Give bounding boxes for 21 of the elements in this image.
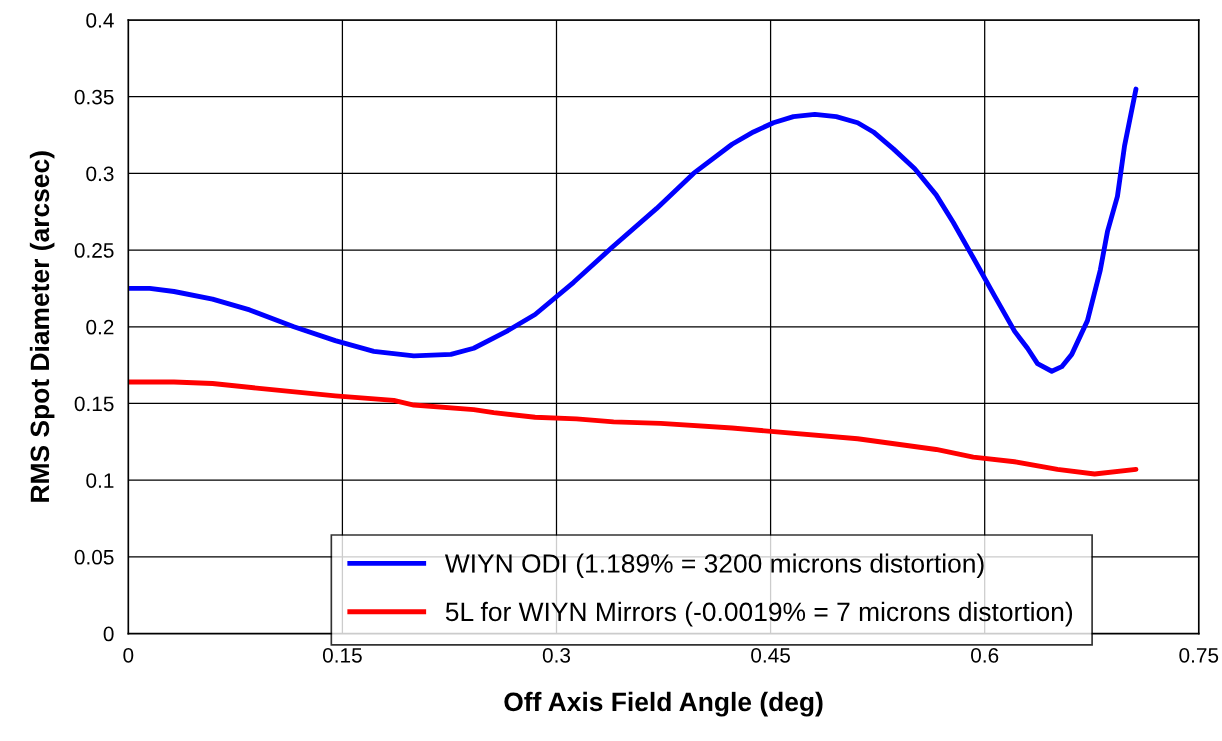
y-tick-label: 0 bbox=[103, 626, 114, 642]
x-tick-label: 0.15 bbox=[322, 647, 362, 663]
y-tick-label: 0.1 bbox=[86, 473, 114, 488]
y-tick-label: 0.2 bbox=[86, 319, 114, 335]
legend-label: 5L for WIYN Mirrors (-0.0019% = 7 microns distortion) bbox=[445, 601, 1073, 627]
x-tick-label: 0.6 bbox=[971, 647, 999, 663]
y-axis-title: RMS Spot Diameter (arcsec) bbox=[29, 151, 55, 502]
legend-label: WIYN ODI (1.189% = 3200 microns distortion) bbox=[444, 553, 984, 579]
y-tick-label: 0.05 bbox=[74, 549, 114, 565]
y-tick-label: 0.15 bbox=[74, 396, 114, 412]
y-tick-label: 0.3 bbox=[86, 166, 114, 182]
x-axis-title: Off Axis Field Angle (deg) bbox=[504, 691, 823, 717]
line-series bbox=[128, 86, 1139, 374]
x-tick-label: 0.75 bbox=[1179, 647, 1219, 663]
y-tick-label: 0.35 bbox=[74, 89, 114, 105]
line-series bbox=[128, 379, 1139, 477]
x-tick-label: 0.45 bbox=[751, 647, 790, 663]
x-tick-label: 0.3 bbox=[542, 647, 571, 663]
y-tick-label: 0.25 bbox=[74, 243, 114, 258]
y-tick-label: 0.4 bbox=[86, 13, 114, 28]
x-tick-label: 0 bbox=[123, 647, 134, 663]
